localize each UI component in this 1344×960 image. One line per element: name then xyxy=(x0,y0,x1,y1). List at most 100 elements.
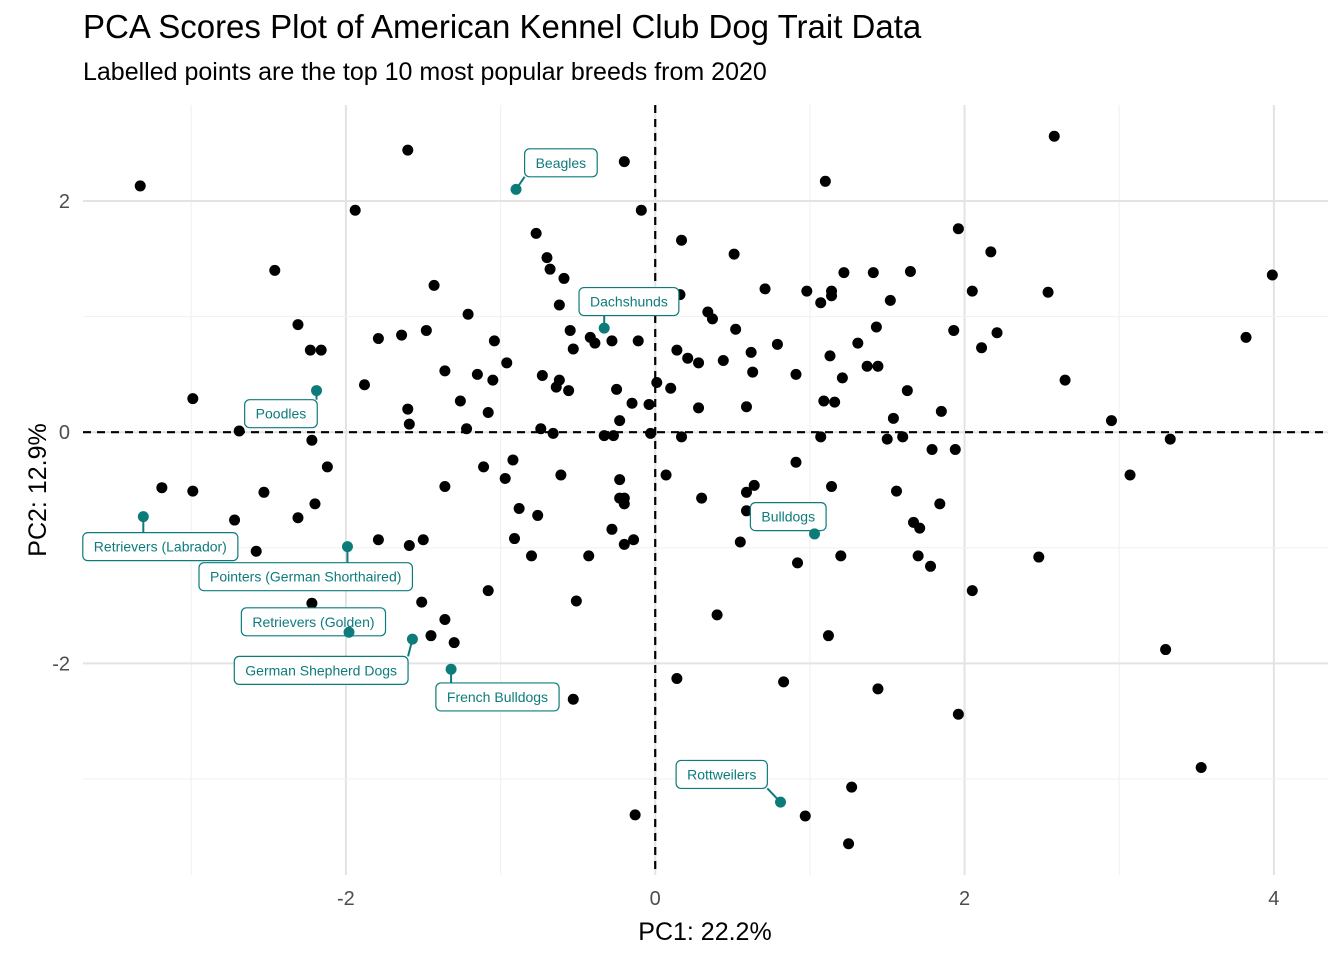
data-point xyxy=(563,385,575,397)
highlighted-point xyxy=(510,183,522,195)
chart-subtitle: Labelled points are the top 10 most popu… xyxy=(83,58,767,86)
data-point xyxy=(1048,130,1060,142)
data-point xyxy=(416,596,428,608)
data-point xyxy=(461,423,473,435)
highlighted-point xyxy=(311,385,323,397)
data-point xyxy=(478,461,490,473)
data-point xyxy=(292,319,304,331)
data-point xyxy=(1195,761,1207,773)
y-tick-label: 0 xyxy=(59,422,70,444)
data-point xyxy=(606,335,618,347)
highlighted-point xyxy=(445,663,457,675)
data-point xyxy=(819,175,831,187)
data-point xyxy=(717,355,729,367)
data-point xyxy=(771,338,783,350)
label-box xyxy=(233,655,409,685)
data-point xyxy=(792,557,804,569)
highlighted-point xyxy=(809,528,821,540)
reference-lines xyxy=(83,105,1328,875)
data-point xyxy=(420,324,432,336)
data-point xyxy=(884,294,896,306)
data-point xyxy=(693,402,705,414)
data-point xyxy=(676,431,688,443)
data-point xyxy=(818,395,830,407)
data-point xyxy=(948,324,960,336)
data-point xyxy=(632,335,644,347)
data-point xyxy=(462,308,474,320)
data-point xyxy=(676,234,688,246)
data-point xyxy=(934,498,946,510)
data-point xyxy=(535,423,547,435)
data-point xyxy=(747,366,759,378)
data-point xyxy=(846,781,858,793)
data-point xyxy=(1266,269,1278,281)
data-point xyxy=(935,405,947,417)
data-point xyxy=(541,252,553,264)
breed-label-text: Poodles xyxy=(256,406,307,422)
data-point xyxy=(1033,551,1045,563)
axis-ticks: -2 0 2 4 -2 0 2 xyxy=(52,191,1279,910)
label-box xyxy=(578,286,680,317)
data-point xyxy=(759,283,771,295)
data-point xyxy=(439,365,451,377)
data-point xyxy=(583,550,595,562)
data-point xyxy=(801,285,813,297)
data-point xyxy=(598,430,610,442)
data-point xyxy=(651,376,663,388)
data-point xyxy=(555,469,567,481)
label-box xyxy=(749,501,827,532)
data-point xyxy=(349,204,361,216)
data-point xyxy=(1124,469,1136,481)
data-point xyxy=(914,522,926,534)
data-point xyxy=(912,550,924,562)
data-point xyxy=(482,407,494,419)
data-point xyxy=(740,486,752,498)
chart-title: PCA Scores Plot of American Kennel Club … xyxy=(83,8,922,45)
data-point xyxy=(488,335,500,347)
data-point xyxy=(448,637,460,649)
data-point xyxy=(870,321,882,333)
data-point xyxy=(745,346,757,358)
data-point xyxy=(952,708,964,720)
y-tick-label: 2 xyxy=(59,191,70,213)
data-point xyxy=(682,352,694,364)
y-tick-label: -2 xyxy=(52,653,70,675)
data-point xyxy=(949,444,961,456)
data-point xyxy=(501,357,513,369)
point-labels: Beagles Dachshunds Poodles Retrievers (Labr… xyxy=(82,148,827,808)
data-point xyxy=(852,337,864,349)
data-point xyxy=(887,412,899,424)
data-point xyxy=(966,285,978,297)
data-point xyxy=(570,595,582,607)
data-point xyxy=(304,344,316,356)
breed-label-text: French Bulldogs xyxy=(447,689,548,705)
data-point xyxy=(991,327,1003,339)
breed-label-text: Pointers (German Shorthaired) xyxy=(210,569,401,585)
data-point xyxy=(628,534,640,546)
data-point xyxy=(358,379,370,391)
data-point xyxy=(711,609,723,621)
data-point xyxy=(829,396,841,408)
data-point xyxy=(258,486,270,498)
data-point xyxy=(439,613,451,625)
grid-lines xyxy=(83,105,1328,875)
data-point xyxy=(402,144,414,156)
breed-label-text: Retrievers (Labrador) xyxy=(94,539,227,555)
data-point xyxy=(269,264,281,276)
data-point xyxy=(734,536,746,548)
data-point xyxy=(372,534,384,546)
data-point xyxy=(372,333,384,345)
data-point xyxy=(229,514,241,526)
data-point xyxy=(693,357,705,369)
highlighted-point xyxy=(137,511,149,523)
data-point xyxy=(643,398,655,410)
data-point xyxy=(897,431,909,443)
data-point xyxy=(321,461,333,473)
data-point xyxy=(306,434,318,446)
breed-label-text: Retrievers (Golden) xyxy=(252,614,374,630)
data-point xyxy=(815,297,827,309)
data-points xyxy=(134,130,1278,850)
data-point xyxy=(665,382,677,394)
data-point xyxy=(233,425,245,437)
data-point xyxy=(790,368,802,380)
